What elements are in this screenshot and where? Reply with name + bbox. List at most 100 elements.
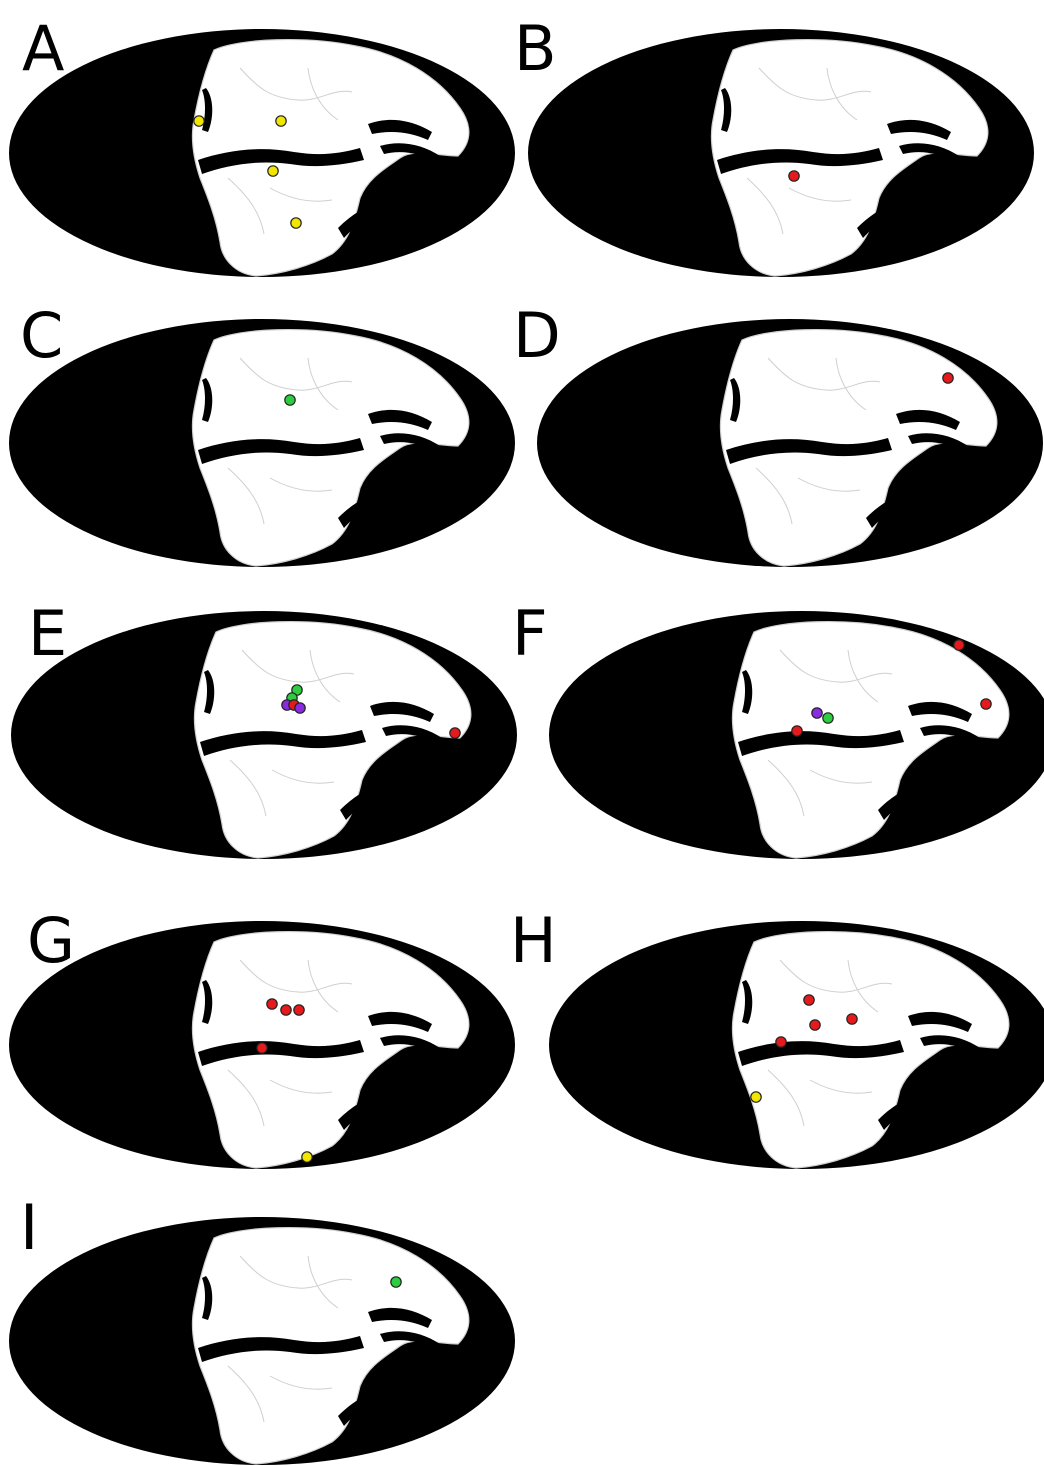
world-map-panel-h — [549, 921, 1044, 1169]
panel-label-d: D — [513, 299, 561, 372]
plate-border — [239, 357, 353, 391]
plate-border — [758, 67, 872, 101]
fossil-site-marker-red — [791, 725, 803, 737]
seaway — [738, 730, 904, 756]
plate-border — [755, 467, 793, 525]
plate-border — [227, 1365, 265, 1423]
fossil-site-marker-red — [266, 998, 278, 1010]
fossil-site-marker-red — [953, 639, 965, 651]
seaway — [717, 148, 883, 174]
seaway — [370, 701, 434, 722]
seaway — [340, 781, 408, 820]
seaway — [198, 1040, 364, 1066]
seaway — [730, 378, 741, 422]
plate-border — [307, 357, 339, 411]
plate-border — [767, 759, 805, 817]
plate-border — [227, 467, 265, 525]
plate-border — [746, 177, 784, 235]
seaway — [908, 433, 968, 452]
plate-border — [847, 959, 879, 1013]
fossil-site-marker-yellow — [301, 1151, 313, 1163]
plate-border — [847, 649, 879, 703]
fossil-site-marker-green — [284, 394, 296, 406]
plate-border — [227, 177, 265, 235]
seaway — [920, 725, 980, 744]
world-map-panel-a — [9, 29, 515, 277]
fossil-site-marker-red — [980, 698, 992, 710]
plate-border — [239, 67, 353, 101]
seaway — [920, 1035, 980, 1054]
fossil-site-marker-red — [803, 994, 815, 1006]
seaway — [338, 489, 406, 528]
seaway — [380, 1331, 440, 1350]
seaway — [202, 980, 213, 1024]
plate-border — [269, 1375, 333, 1390]
fossil-site-marker-yellow — [275, 115, 287, 127]
panel-label-g: G — [27, 904, 76, 977]
seaway — [382, 725, 442, 744]
fossil-site-marker-yellow — [267, 165, 279, 177]
fossil-site-marker-purple — [811, 707, 823, 719]
world-map-panel-f — [549, 611, 1044, 859]
seaway — [202, 378, 213, 422]
fossil-site-marker-red — [293, 1004, 305, 1016]
seaway — [908, 1011, 972, 1032]
plate-border — [307, 67, 339, 121]
panel-label-c: C — [20, 299, 64, 372]
world-map-panel-e — [11, 611, 517, 859]
plate-border — [229, 759, 267, 817]
world-map-panel-i — [9, 1217, 515, 1465]
seaway — [380, 143, 440, 162]
world-map-panel-g — [9, 921, 515, 1169]
seaway — [200, 730, 366, 756]
world-map-panel-d — [537, 319, 1043, 567]
plate-border — [835, 357, 867, 411]
seaway — [878, 781, 946, 820]
fossil-site-marker-yellow — [750, 1091, 762, 1103]
seaway — [721, 88, 732, 132]
fossil-site-marker-purple — [294, 702, 306, 714]
plate-border — [767, 357, 881, 391]
panel-label-e: E — [28, 597, 68, 670]
seaway — [742, 670, 753, 714]
seaway — [338, 1091, 406, 1130]
panel-label-i: I — [20, 1191, 39, 1264]
seaway — [726, 438, 892, 464]
plate-border — [269, 477, 333, 492]
seaway — [380, 1035, 440, 1054]
seaway — [198, 148, 364, 174]
fossil-site-marker-green — [390, 1276, 402, 1288]
fossil-site-marker-yellow — [193, 115, 205, 127]
world-map-panel-b — [528, 29, 1034, 277]
plate-border — [826, 67, 858, 121]
plate-border — [271, 769, 335, 784]
plate-border — [809, 769, 873, 784]
plate-border — [307, 1255, 339, 1309]
plate-border — [809, 1079, 873, 1094]
fossil-site-marker-yellow — [290, 217, 302, 229]
seaway — [896, 409, 960, 430]
seaway — [198, 438, 364, 464]
panel-label-f: F — [512, 597, 548, 670]
panel-label-a: A — [22, 12, 65, 85]
plate-border — [227, 1069, 265, 1127]
panel-label-h: H — [510, 904, 557, 977]
seaway — [368, 119, 432, 140]
fossil-site-marker-green — [822, 712, 834, 724]
plate-border — [779, 959, 893, 993]
plate-border — [767, 1069, 805, 1127]
seaway — [887, 119, 951, 140]
seaway — [857, 199, 925, 238]
seaway — [380, 433, 440, 452]
plate-border — [788, 187, 852, 202]
plate-border — [797, 477, 861, 492]
seaway — [866, 489, 934, 528]
seaway — [338, 1387, 406, 1426]
plate-border — [779, 649, 893, 683]
plate-border — [241, 649, 355, 683]
fossil-site-marker-red — [809, 1019, 821, 1031]
fossil-site-marker-red — [846, 1013, 858, 1025]
seaway — [368, 1307, 432, 1328]
seaway — [878, 1091, 946, 1130]
fossil-site-marker-red — [942, 372, 954, 384]
